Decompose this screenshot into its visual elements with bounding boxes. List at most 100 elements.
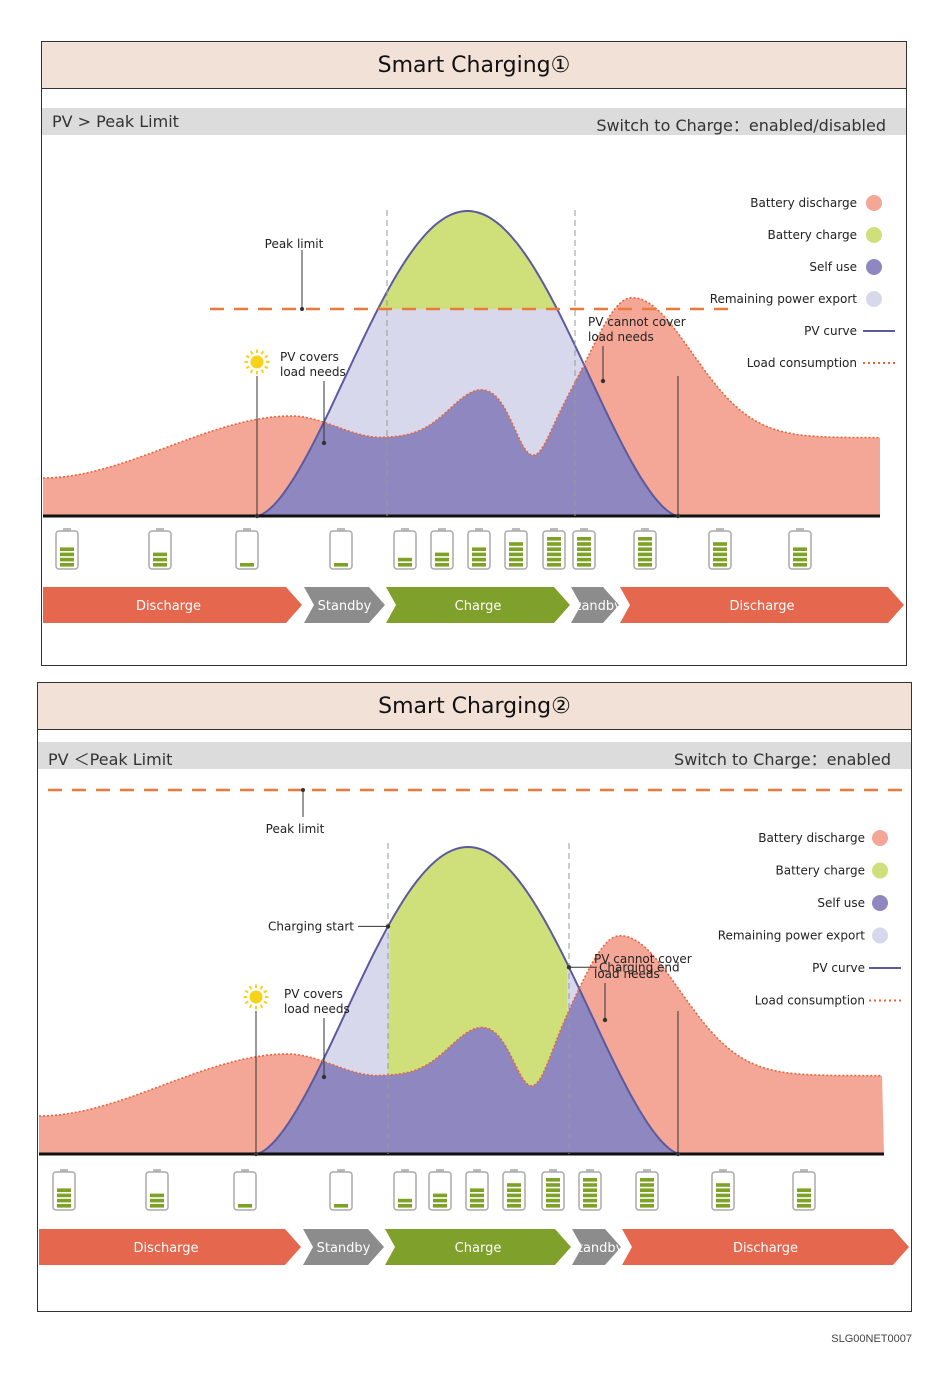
charging-start-label: Charging start [268, 919, 354, 933]
battery-bar [638, 537, 652, 541]
battery-icon-6 [428, 1169, 452, 1211]
battery-bar [435, 563, 449, 567]
sunset-dot [675, 513, 681, 519]
battery-bar [60, 547, 74, 551]
self-use-area [257, 366, 678, 516]
legend-swatch-0 [872, 830, 888, 846]
load-consumption-line [39, 934, 882, 1117]
battery-bar [583, 1188, 597, 1192]
battery-icon-2 [145, 1169, 169, 1211]
battery-bar [583, 1198, 597, 1203]
smart-charging-panel-2: Smart Charging② PV ＜Peak Limit Switch to… [37, 682, 912, 1312]
battery-bar [507, 1183, 521, 1187]
battery-bar [546, 1204, 560, 1208]
battery-bar [240, 563, 254, 567]
energy-areas [43, 210, 880, 517]
phase-label-5: Discharge [729, 599, 794, 614]
battery-icon-10 [578, 1169, 602, 1211]
condition-label: PV ＜Peak Limit [48, 750, 173, 769]
pv-cannot-cover-label-line2: load needs [594, 967, 660, 981]
legend-swatch-1 [866, 227, 882, 243]
battery-bar [470, 1188, 484, 1192]
battery-charge-area [379, 211, 556, 309]
switch-label: Switch to Charge：enabled [674, 750, 891, 769]
battery-bar [334, 1204, 348, 1208]
phase-label-4: Standby [568, 599, 622, 614]
battery-bar [638, 552, 652, 557]
battery-bar [547, 547, 561, 551]
battery-bar [398, 1204, 412, 1208]
battery-bar [546, 1178, 560, 1182]
battery-bar [153, 557, 167, 562]
pv-covers-label: PV covers [284, 987, 343, 1001]
battery-bar [398, 563, 412, 567]
legend-swatch-2 [866, 259, 882, 275]
legend-label-2: Self use [809, 260, 857, 274]
battery-bar [153, 552, 167, 557]
battery-bar [713, 557, 727, 562]
phase-label-3: Charge [455, 599, 502, 614]
battery-bar [472, 557, 486, 562]
battery-bar [470, 1204, 484, 1208]
battery-bar [60, 557, 74, 562]
pv-covers-dot [321, 440, 327, 446]
battery-bar [509, 547, 523, 551]
switch-label: Switch to Charge：enabled/disabled [596, 116, 886, 135]
panel-title: Smart Charging① [42, 42, 906, 89]
self-use-area [256, 988, 680, 1154]
load-consumption-line [43, 296, 880, 479]
battery-icon-3 [233, 1169, 257, 1211]
battery-bar [547, 542, 561, 546]
sunset-dot [675, 1151, 681, 1157]
pv-curve-line [257, 845, 679, 1155]
phase-arrow-1 [43, 587, 302, 623]
legend-swatch-2 [872, 895, 888, 911]
battery-bar [716, 1193, 730, 1198]
phase-arrow-1 [39, 1229, 301, 1265]
battery-icon-7 [467, 528, 491, 570]
battery-bar [638, 563, 652, 567]
legend-swatch-3 [872, 927, 888, 944]
battery-bar [509, 557, 523, 562]
battery-bar [547, 563, 561, 567]
battery-icon-12 [708, 528, 732, 570]
battery-icon-2 [148, 528, 172, 570]
phase-arrow-4 [572, 1229, 621, 1265]
battery-bar [797, 1198, 811, 1203]
battery-bar [546, 1183, 560, 1187]
phase-bar: Discharge Standby Charge Standby Discharge [39, 1229, 909, 1265]
peak-limit-label: Peak limit [265, 237, 324, 251]
charging-end-label: Charging end [599, 960, 680, 974]
pv-covers-label: PV covers [280, 350, 339, 364]
sun-icon [243, 984, 269, 1010]
condition-label: PV > Peak Limit [52, 112, 179, 131]
phase-label-1: Discharge [133, 1241, 198, 1256]
battery-bar [793, 563, 807, 567]
battery-bar [583, 1178, 597, 1182]
battery-bar [640, 1178, 654, 1182]
battery-bar [433, 1204, 447, 1208]
battery-bar [797, 1188, 811, 1192]
peak-limit-dot [301, 788, 305, 792]
phase-arrow-2 [304, 587, 385, 623]
phase-arrow-5 [622, 1229, 909, 1265]
battery-icon-6 [430, 528, 454, 570]
peak-limit-dot [300, 307, 304, 311]
battery-bar [60, 552, 74, 557]
battery-bar [507, 1198, 521, 1203]
battery-bar [435, 557, 449, 562]
battery-icon-9 [541, 1169, 565, 1211]
phase-label-2: Standby [318, 599, 372, 614]
legend-label-1: Battery charge [775, 864, 865, 878]
battery-bar [57, 1188, 71, 1192]
pv-covers-dot [321, 1074, 327, 1080]
legend-swatch-0 [866, 195, 882, 211]
battery-bar [547, 537, 561, 541]
legend-label-0: Battery discharge [758, 831, 865, 845]
battery-bar [435, 552, 449, 557]
document-id: SLG00NET0007 [831, 1333, 912, 1345]
battery-bar [793, 552, 807, 557]
sunrise-dot [253, 1151, 259, 1157]
